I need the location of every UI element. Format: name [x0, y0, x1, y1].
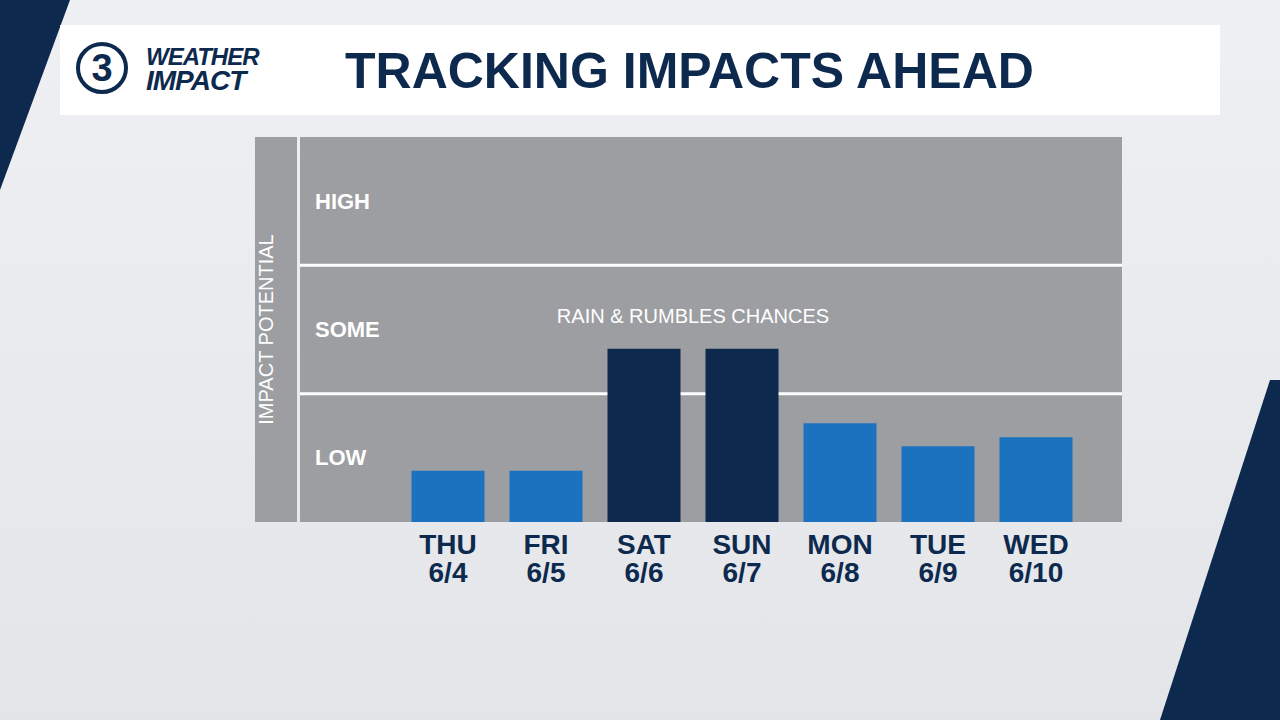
svg-text:RAIN & RUMBLES CHANCES: RAIN & RUMBLES CHANCES: [557, 305, 829, 327]
svg-text:FRI: FRI: [523, 529, 568, 560]
svg-text:SUN: SUN: [712, 529, 771, 560]
svg-text:HIGH: HIGH: [315, 189, 370, 214]
svg-text:SOME: SOME: [315, 317, 380, 342]
svg-text:WED: WED: [1003, 529, 1068, 560]
svg-text:6/7: 6/7: [723, 557, 762, 588]
svg-text:6/6: 6/6: [625, 557, 664, 588]
svg-text:MON: MON: [807, 529, 872, 560]
svg-text:6/8: 6/8: [821, 557, 860, 588]
html-text:IMPACT: IMPACT: [146, 65, 246, 96]
html-text:3: 3: [91, 47, 113, 89]
svg-text:6/10: 6/10: [1009, 557, 1064, 588]
svg-text:6/5: 6/5: [527, 557, 566, 588]
svg-text:LOW: LOW: [315, 445, 367, 470]
html-text:TRACKING IMPACTS AHEAD: TRACKING IMPACTS AHEAD: [345, 43, 1034, 99]
svg-text:IMPACT POTENTIAL: IMPACT POTENTIAL: [255, 234, 277, 424]
svg-text:6/4: 6/4: [429, 557, 468, 588]
svg-text:6/9: 6/9: [919, 557, 958, 588]
svg-text:THU: THU: [419, 529, 477, 560]
svg-text:SAT: SAT: [617, 529, 671, 560]
html-text:WEATHER: WEATHER: [146, 43, 259, 70]
svg-text:TUE: TUE: [910, 529, 966, 560]
